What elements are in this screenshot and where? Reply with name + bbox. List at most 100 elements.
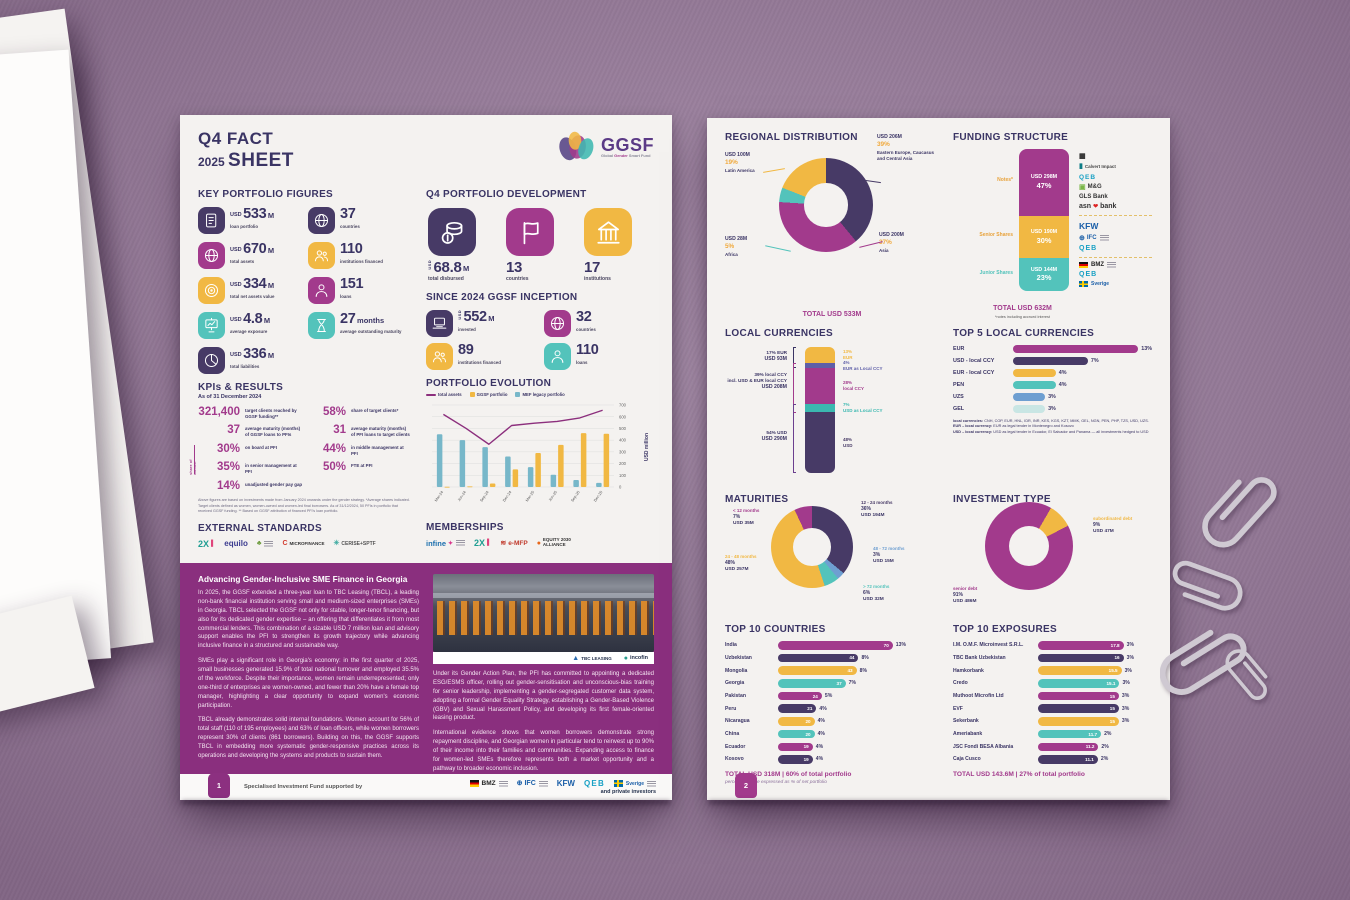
investment-type-section: INVESTMENT TYPE subordinated debt 9% USD 4… [953,494,1152,616]
logo-gls-bank: GLS Bank [1079,194,1108,201]
bar-value: 20 [805,731,811,737]
bar: 15.1 [1038,679,1120,688]
segment-amount: USD 257M [725,566,749,572]
kpi-label: target clients reached by GGSF funding** [245,408,297,419]
logo-icon: ✳ [333,540,340,548]
ranking-bar-row: China 20 4% [725,729,939,739]
row-label: India [725,642,737,649]
globe-icon [544,310,571,338]
callout-line [765,245,791,252]
title-year: 2025 [198,155,225,169]
segment-amount: USD 28M [725,236,748,242]
logo-icon: ▮ [1079,163,1083,171]
segment-percent: 30% [1036,235,1052,245]
factsheet-page-1: Q4 FACT 2025 SHEET GGSF Global Gender Sm… [180,115,672,800]
row-label: Ecuador [725,743,746,750]
currency-segment [805,347,835,364]
bar [1013,357,1088,365]
page-title: Q4 FACT 2025 SHEET [198,129,294,172]
kpi-stat: 35% in senior management at PFI [198,462,304,474]
kpi-stat: 44% in middle management at PFI [304,442,410,456]
row-percent: 3% [1122,680,1130,687]
figure-value: 110 [340,241,363,257]
bar-value: 43 [847,668,853,674]
figure-value: USD 336 M [230,346,275,362]
kpi-stat: 31 average maturity (months) of PFI loans… [304,425,410,437]
logo-tbc-leasing: ▲ TBC LEASING [572,654,612,662]
regional-label: USD 100M 19% Latin America [725,152,771,174]
logo-equity-2030: ● EQUITY 2030 ALLIANCE [536,537,571,548]
row-percent: 3% [1121,693,1130,699]
figure-label: total disbursed [428,276,464,282]
page-header: Q4 FACT 2025 SHEET GGSF Global Gender Sm… [198,129,654,183]
legend-item: total assets [426,392,462,397]
bar-value: 16 [1114,655,1120,661]
ranking-bar-row: Mongolia 43 8% [725,666,939,675]
regional-total: TOTAL USD 533M [802,311,862,318]
kpi-stat: 58% share of target clients* [304,406,410,419]
investor-group: ▦ ▮ Calvert Impact QEB ▣ M&G GLS Bank asn ❤ bank [1079,149,1152,216]
matur-label: 12 - 24 months 36% USD 194M [861,500,921,519]
document-icon [198,207,225,234]
row-label: PEN [953,381,965,388]
segment-amount: USD 47M [1093,528,1114,534]
row-label: EVF [953,705,963,712]
investor-group: BMZ QEB Sverige [1079,258,1152,291]
bar: 21 [778,704,817,713]
group-amount: USD 290M [761,436,787,443]
logo-kfw: KFW [556,779,575,788]
georgia-article-band: Advancing Gender-Inclusive SME Finance i… [180,563,672,774]
globe-icon [308,207,335,234]
bar: 16 [1038,653,1124,663]
figure-value: 110 [576,342,599,359]
row-percent: 4% [1058,369,1067,376]
bar-value: 11.2 [1085,744,1095,750]
article-paragraph: Under its Gender Action Plan, the PFI ha… [433,671,654,722]
figure-value: USD 4.8 M [230,311,271,327]
funding-segment: USD 144M 23% [1019,258,1069,291]
figure-label: loans [576,359,588,365]
regional-donut-chart [779,158,873,252]
memberships-heading: MEMBERSHIPS [426,522,504,534]
row-percent: 4% [815,743,824,750]
segment-amount: USD 100M [725,152,750,158]
ranking-bar-row: Ecuador 19 4% [725,742,939,751]
segment-percent: 13% [843,349,853,355]
bar-value: 11.1 [1085,756,1094,762]
currency-bar-row: GEL 3% [953,405,1152,413]
kpi-side-label: share of women [189,459,197,475]
top10-countries-note: percentages are expressed as % of net po… [725,779,827,785]
segment-name: local CCY [843,385,865,391]
funding-investor-logos: ▦ ▮ Calvert Impact QEB ▣ M&G GLS Bank asn ❤ bank K… [1079,149,1152,291]
bar: 19 [778,755,813,764]
bar-value: 15 [1109,706,1115,712]
row-percent: 4% [1058,381,1067,388]
row-label: JSC Fondi BESA Albania [953,743,1014,750]
row-percent: 4% [817,718,825,725]
article-paragraph: In 2025, the GGSF extended a three-year … [198,590,419,650]
svg-text:100: 100 [619,473,627,478]
page-number-badge: 1 [208,773,230,798]
svg-text:Mar-25: Mar-25 [525,491,535,503]
ranking-bar-row: Ameriabank 11.7 2% [953,729,1152,739]
bracket-line [793,347,796,369]
currency-bar-row: PEN 4% [953,381,1152,389]
logo-incofin: ● incofin [623,654,648,662]
row-percent: 4% [815,756,824,763]
figure-tile: 27 months average outstanding maturity [308,312,410,339]
flag-de-icon [469,780,479,787]
kpi-row: 14% unadjusted gender pay gap [198,480,410,493]
kpi-row: 37 average maturity (months) of GGSF loan… [198,425,410,437]
bottling-plant-photo [433,574,654,652]
logo-icon: ▦ [1079,153,1086,161]
kpi-value: 44% [322,442,346,455]
kpi-stat [304,481,410,493]
article-right-column: Under its Gender Action Plan, the PFI ha… [433,670,654,774]
bar: 70 [778,641,893,650]
figure-value: USD 68.8 M [427,259,470,276]
figure-value: USD 334 M [230,276,275,292]
svg-text:Sep-25: Sep-25 [570,491,580,503]
ggsf-logo-icon [559,131,594,161]
figure-tile: 32 countries [544,310,654,338]
bar: 11.1 [1038,755,1098,764]
